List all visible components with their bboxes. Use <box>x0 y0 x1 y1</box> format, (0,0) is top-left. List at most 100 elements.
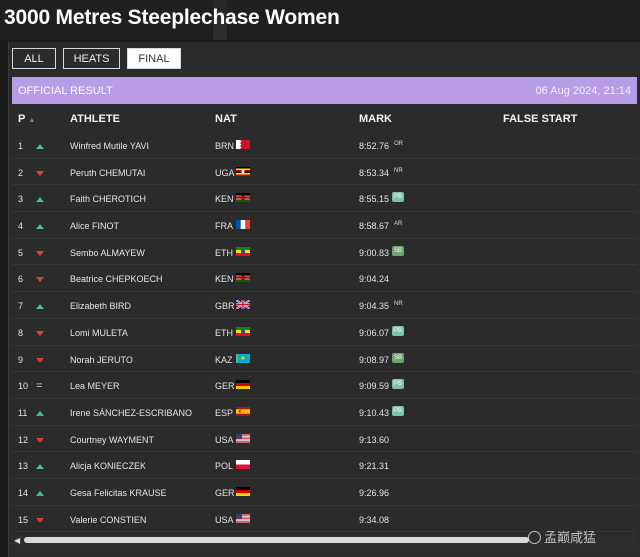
round-tabs: ALL HEATS FINAL <box>12 48 181 69</box>
athlete-name[interactable]: Norah JERUTO <box>70 354 133 365</box>
table-row[interactable]: 11 Irene SÁNCHEZ-ESCRIBANO ESP 9:10.43 PB <box>12 399 637 426</box>
table-row[interactable]: 5 Sembo ALMAYEW ETH 9:00.83 SB <box>12 239 637 266</box>
banner-label: OFFICIAL RESULT <box>18 84 113 97</box>
table-row[interactable]: 6 Beatrice CHEPKOECH KEN 9:04.24 <box>12 265 637 293</box>
trend-up-icon <box>36 144 44 149</box>
tab-all[interactable]: ALL <box>12 48 56 69</box>
kenya-flag <box>236 273 250 283</box>
athlete-name[interactable]: Valerie CONSTIEN <box>70 514 147 525</box>
athlete-name[interactable]: Courtney WAYMENT <box>70 434 155 445</box>
position: 10 <box>18 381 29 392</box>
mark-time: 9:26.96 <box>359 487 390 498</box>
trend-down-icon <box>36 170 44 176</box>
nationality-code: ETH <box>215 247 233 258</box>
nationality-code: GER <box>215 381 235 392</box>
results-panel: ALL HEATS FINAL OFFICIAL RESULT 06 Aug 2… <box>8 42 640 557</box>
athlete-name[interactable]: Irene SÁNCHEZ-ESCRIBANO <box>70 407 193 418</box>
trend-down-icon <box>36 330 44 336</box>
table-row[interactable]: 1 Winfred Mutile YAVI BRN 8:52.76 OR <box>12 132 637 159</box>
tab-heats[interactable]: HEATS <box>63 48 120 69</box>
tab-final[interactable]: FINAL <box>127 48 181 69</box>
trend-indicator <box>36 488 44 498</box>
athlete-name[interactable]: Lea MEYER <box>70 381 120 392</box>
athlete-name[interactable]: Beatrice CHEPKOECH <box>70 274 163 285</box>
ethiopia-flag <box>236 326 250 336</box>
sort-icon: ▲ <box>28 117 36 124</box>
athlete-name[interactable]: Faith CHEROTICH <box>70 194 147 205</box>
trend-down-icon <box>36 517 44 523</box>
table-row[interactable]: 8 Lomi MULETA ETH 9:06.07 PB <box>12 319 637 346</box>
athlete-name[interactable]: Peruth CHEMUTAI <box>70 167 146 178</box>
header-mark[interactable]: MARK <box>359 113 392 125</box>
table-row[interactable]: 3 Faith CHEROTICH KEN 8:55.15 PB <box>12 185 637 213</box>
mark-time: 8:52.76 <box>359 141 390 151</box>
record-badge: NR <box>394 167 403 174</box>
mark-time: 9:04.24 <box>359 274 390 285</box>
header-nat[interactable]: NAT <box>215 113 237 125</box>
usa-flag <box>236 433 250 443</box>
record-badge: SB <box>392 245 405 256</box>
table-row[interactable]: 15 Valerie CONSTIEN USA 9:34.08 <box>12 506 637 533</box>
position: 5 <box>18 247 24 258</box>
position: 2 <box>18 167 24 178</box>
header-athlete[interactable]: ATHLETE <box>70 113 120 125</box>
scroll-left-icon[interactable]: ◀ <box>14 536 21 545</box>
athlete-name[interactable]: Lomi MULETA <box>70 327 128 338</box>
mark-time: 9:08.97 <box>359 354 390 365</box>
record-badge: PB <box>392 192 405 203</box>
trend-down-icon <box>36 277 44 283</box>
uk-flag <box>236 300 250 310</box>
mark-time: 9:13.60 <box>359 434 390 445</box>
kenya-flag <box>236 193 250 203</box>
trend-indicator <box>36 408 44 418</box>
table-row[interactable]: 9 Norah JERUTO KAZ 9:08.97 SB <box>12 346 637 373</box>
position: 13 <box>18 461 29 472</box>
athlete-name[interactable]: Sembo ALMAYEW <box>70 247 145 258</box>
uganda-flag <box>236 166 250 176</box>
watermark-text: 孟巅咸猛 <box>544 530 597 545</box>
header-false-start[interactable]: FALSE START <box>503 113 578 125</box>
athlete-name[interactable]: Alice FINOT <box>70 221 120 232</box>
table-row[interactable]: 12 Courtney WAYMENT USA 9:13.60 <box>12 426 637 453</box>
header-pos[interactable]: P ▲ <box>18 113 36 125</box>
trend-same-icon: = <box>36 380 43 393</box>
trend-indicator <box>36 274 44 284</box>
trend-up-icon <box>36 410 44 416</box>
table-row[interactable]: 2 Peruth CHEMUTAI UGA 8:53.34 NR <box>12 159 637 186</box>
title-bar: 3000 Metres Steeplechase Women <box>0 0 640 40</box>
nationality-code: ETH <box>215 327 233 338</box>
scroll-thumb[interactable] <box>24 537 529 543</box>
trend-up-icon <box>36 224 44 230</box>
trend-down-icon <box>36 437 44 443</box>
record-badge: PB <box>392 379 405 390</box>
nationality-code: GBR <box>215 301 235 312</box>
position: 9 <box>18 354 24 365</box>
trend-indicator <box>36 435 44 445</box>
record-badge: NR <box>394 301 403 308</box>
athlete-name[interactable]: Winfred Mutile YAVI <box>70 141 150 151</box>
athlete-name[interactable]: Gesa Felicitas KRAUSE <box>70 487 167 498</box>
table-row[interactable]: 4 Alice FINOT FRA 8:58.67 AR <box>12 212 637 239</box>
trend-indicator <box>36 301 44 311</box>
trend-indicator <box>36 515 44 525</box>
mark-time: 9:34.08 <box>359 514 390 525</box>
trend-indicator <box>36 461 44 471</box>
germany-flag <box>236 486 250 496</box>
mark-time: 9:21.31 <box>359 461 390 472</box>
nationality-code: BRN <box>215 141 235 151</box>
table-row[interactable]: 14 Gesa Felicitas KRAUSE GER 9:26.96 <box>12 479 637 506</box>
table-row[interactable]: 13 Alicja KONIECZEK POL 9:21.31 <box>12 452 637 479</box>
mark-time: 8:53.34 <box>359 167 390 178</box>
kazakhstan-flag <box>236 353 250 363</box>
nationality-code: FRA <box>215 221 233 232</box>
athlete-name[interactable]: Alicja KONIECZEK <box>70 461 147 472</box>
record-badge: SB <box>392 352 405 363</box>
table-row[interactable]: 10 = Lea MEYER GER 9:09.59 PB <box>12 372 637 399</box>
position: 8 <box>18 327 24 338</box>
athlete-name[interactable]: Elizabeth BIRD <box>70 301 132 312</box>
nationality-code: GER <box>215 487 235 498</box>
table-row[interactable]: 7 Elizabeth BIRD GBR 9:04.35 NR <box>12 292 637 319</box>
horizontal-scrollbar[interactable]: ◀ <box>12 534 637 546</box>
nationality-code: KEN <box>215 274 234 285</box>
france-flag <box>236 220 250 230</box>
